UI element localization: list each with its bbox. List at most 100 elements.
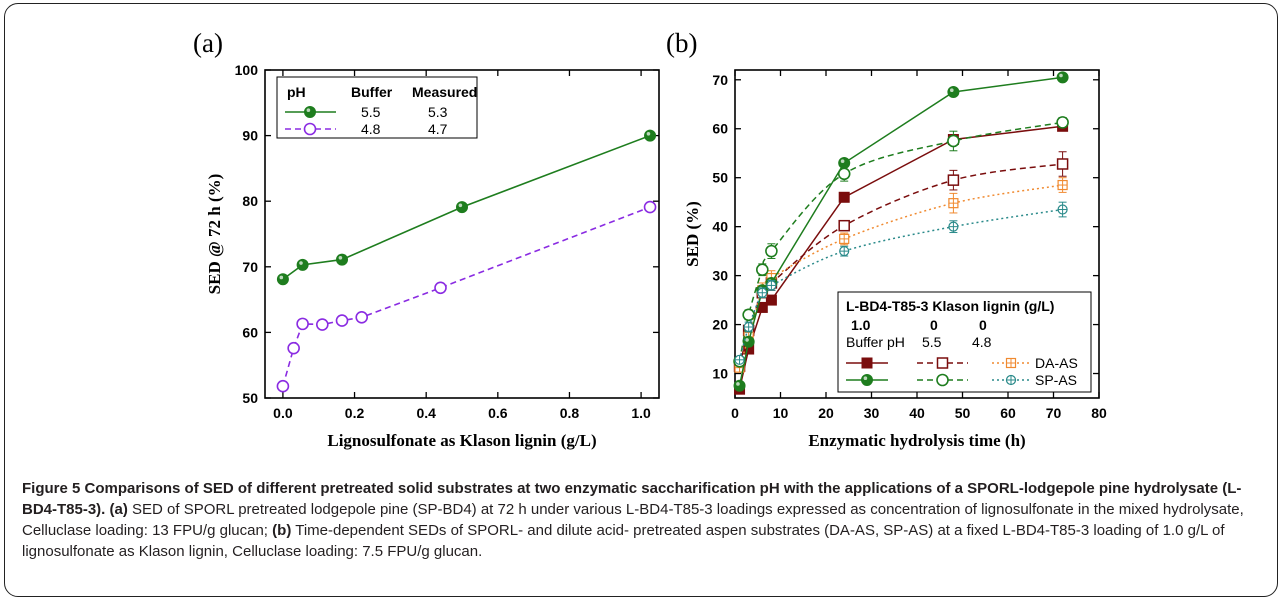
data-point-a-2-4	[316, 318, 329, 331]
data-point-b-1-4	[765, 294, 777, 306]
figure-caption: Figure 5 Comparisons of SED of different…	[22, 478, 1267, 562]
x-tick-label: 0.4	[416, 405, 436, 421]
axes-b-ticks: 0 10 20 30 40 50 60 70 80 10 20 30 40 50 60 70	[712, 70, 1107, 421]
legend-b-marker-3	[1005, 357, 1017, 369]
legend-a: pH Buffer Measured 5.5 5.3 4.8 4.7	[276, 76, 478, 139]
data-point-b-5-2	[742, 308, 755, 322]
y-tick-label: 90	[242, 128, 258, 144]
x-tick-label: 80	[1091, 405, 1107, 421]
x-tick-label: 0.6	[488, 405, 508, 421]
data-point-a-2-5	[335, 314, 349, 327]
plot-b-series	[733, 71, 1069, 395]
x-axis-label-a: Lignosulfonate as Klason lignin (g/L)	[327, 431, 596, 450]
legend-b-box	[837, 291, 1092, 393]
y-tick-label: 80	[242, 193, 258, 209]
x-tick-label: 60	[1000, 405, 1016, 421]
panel-a-label: (a)	[193, 28, 223, 58]
y-tick-label: 100	[235, 62, 259, 78]
legend-b-symbols	[846, 357, 1030, 387]
x-tick-label: 10	[773, 405, 789, 421]
data-point-a-2-8	[643, 200, 657, 214]
x-tick-label: 0.0	[273, 405, 293, 421]
caption-a-text: SED of SPORL pretreated lodgepole pine (…	[22, 501, 1244, 539]
x-tick-label: 1.0	[631, 405, 651, 421]
data-point-b-6-6	[948, 221, 959, 232]
data-point-b-4-7	[1056, 71, 1069, 84]
y-tick-label: 70	[242, 259, 258, 275]
y-tick-label: 70	[712, 72, 728, 88]
data-point-b-5-6	[947, 134, 960, 148]
data-point-b-5-4	[765, 244, 778, 258]
data-point-b-2-5	[838, 219, 850, 232]
legend-a-header-measured: Measured	[412, 84, 477, 100]
x-axis-label-b: Enzymatic hydrolysis time (h)	[808, 431, 1025, 450]
legend-b-buffer-label: Buffer pH	[846, 334, 905, 350]
legend-a-marker-2	[303, 122, 317, 136]
x-tick-label: 20	[818, 405, 834, 421]
legend-b-lignin-3: 0	[979, 317, 987, 333]
data-point-b-5-3	[755, 263, 769, 277]
legend-b-row-da-as: DA-AS	[1035, 355, 1078, 371]
y-tick-label: 60	[242, 324, 258, 340]
series-line-a-2	[282, 206, 651, 387]
panel-b-label: (b)	[666, 28, 697, 58]
data-point-a-1-1	[276, 273, 289, 286]
panel-b: (b) 0 10 20 30 40 50 60 70 80 10 20 30 40 50 60 70 Enzy…	[666, 28, 1107, 450]
y-tick-label: 30	[712, 268, 728, 284]
data-point-b-6-3	[757, 287, 768, 298]
legend-a-header-ph: pH	[287, 84, 306, 100]
x-tick-label: 0	[731, 405, 739, 421]
data-point-a-1-4	[456, 201, 468, 214]
series-line-b-3	[738, 184, 1063, 368]
legend-b-marker-2	[936, 357, 949, 369]
legend-a-measured-2: 4.7	[428, 121, 448, 137]
x-tick-label: 30	[864, 405, 880, 421]
y-tick-label: 10	[712, 366, 728, 382]
panel-a: (a) 0.0 0.2 0.4 0.6 0.8 1.0 50 60 70 80 90 100 Lign…	[193, 28, 660, 450]
legend-b: L-BD4-T85-3 Klason lignin (g/L) 1.0 0 0 …	[837, 291, 1092, 393]
legend-b-marker-6	[1005, 374, 1017, 386]
legend-b-row-sp-as: SP-AS	[1035, 372, 1077, 388]
data-point-b-6-7	[1057, 204, 1068, 215]
data-point-b-5-7	[1056, 116, 1069, 129]
legend-b-marker-1	[861, 357, 873, 369]
legend-b-buffer-1: 5.5	[922, 334, 942, 350]
y-tick-label: 50	[712, 170, 728, 186]
x-tick-label: 50	[955, 405, 971, 421]
data-point-b-3-5	[839, 233, 850, 244]
legend-b-marker-5	[936, 373, 949, 387]
data-point-a-2-6	[355, 311, 369, 324]
legend-a-buffer-2: 4.8	[361, 121, 381, 137]
data-point-b-6-2	[743, 321, 754, 333]
plot-area-a	[264, 69, 660, 399]
x-tick-label: 70	[1046, 405, 1062, 421]
data-point-a-2-1	[276, 379, 290, 393]
x-tick-label: 0.2	[345, 405, 365, 421]
data-point-b-4-1	[733, 379, 746, 392]
data-point-b-3-7	[1057, 179, 1068, 191]
data-point-b-3-6	[948, 198, 959, 209]
legend-b-lignin-2: 0	[930, 317, 938, 333]
data-point-a-1-3	[336, 253, 349, 266]
axes-a-ticks: 0.0 0.2 0.4 0.6 0.8 1.0 50 60 70 80 90 100	[235, 62, 659, 421]
y-tick-label: 50	[242, 390, 258, 406]
data-point-a-2-3	[296, 317, 309, 331]
legend-b-marker-4	[861, 374, 873, 386]
data-point-a-1-2	[296, 258, 309, 271]
caption-b-tag: (b)	[272, 522, 292, 539]
legend-b-title: L-BD4-T85-3 Klason lignin (g/L)	[846, 298, 1054, 314]
caption-a-tag: (a)	[109, 501, 128, 518]
data-point-b-6-1	[734, 354, 745, 365]
caption-title: Figure 5 Comparisons of SED of different…	[22, 480, 1242, 518]
data-point-a-1-5	[644, 129, 657, 142]
data-point-b-4-2	[742, 335, 755, 348]
data-point-b-6-5	[839, 246, 850, 257]
legend-a-header-buffer: Buffer	[351, 84, 393, 100]
legend-a-measured-1: 5.3	[428, 104, 448, 120]
y-axis-label-b: SED (%)	[683, 201, 702, 267]
legend-a-marker-1	[304, 106, 316, 118]
y-tick-label: 20	[712, 317, 728, 333]
data-point-a-2-2	[287, 341, 300, 355]
data-point-b-2-6	[947, 174, 960, 186]
